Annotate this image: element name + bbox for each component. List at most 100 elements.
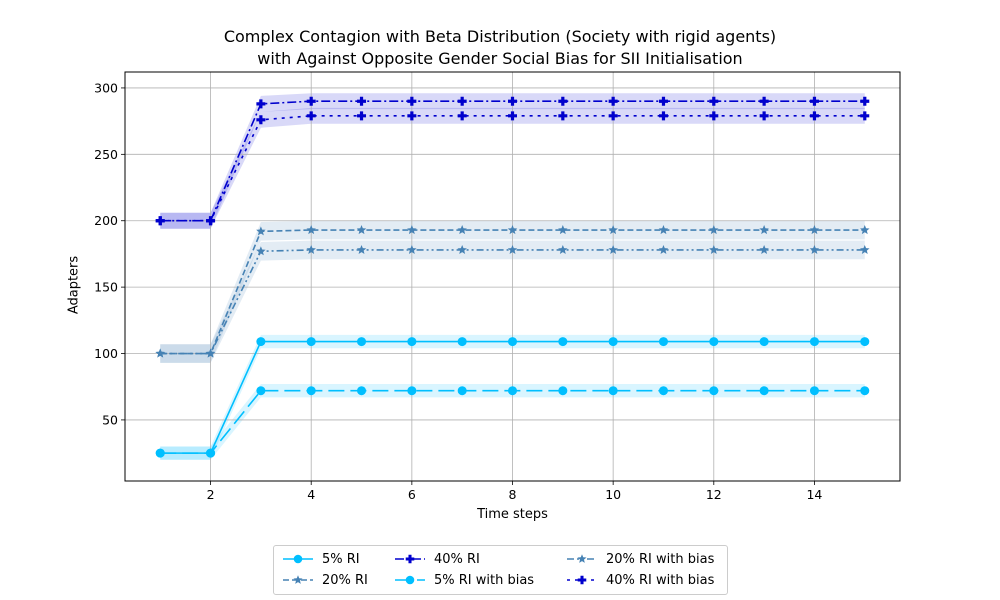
data-point bbox=[558, 96, 568, 106]
data-point bbox=[306, 96, 316, 106]
axis-ticks: 2 4 6 8 10 12 14 50 100 150 200 250 300 bbox=[94, 80, 822, 502]
x-tick-label: 12 bbox=[706, 487, 722, 502]
y-tick-label: 50 bbox=[102, 412, 118, 427]
data-point bbox=[809, 337, 819, 347]
legend-item-20-ri-with-bias: 20% RI with bias bbox=[566, 550, 714, 568]
data-point bbox=[457, 244, 467, 254]
data-point bbox=[206, 216, 216, 226]
data-point bbox=[405, 575, 415, 585]
legend-label: 40% RI bbox=[434, 551, 480, 567]
data-point bbox=[658, 225, 669, 235]
legend-swatch bbox=[395, 554, 425, 564]
data-point bbox=[558, 111, 568, 121]
x-tick-label: 2 bbox=[207, 487, 215, 502]
data-point bbox=[558, 244, 568, 254]
y-tick-label: 200 bbox=[94, 213, 118, 228]
confidence-band bbox=[160, 240, 865, 363]
data-point bbox=[759, 96, 769, 106]
data-point bbox=[508, 111, 517, 121]
data-point bbox=[256, 246, 266, 256]
data-point bbox=[306, 244, 316, 254]
legend-label: 40% RI with bias bbox=[606, 572, 715, 588]
data-point bbox=[658, 386, 668, 396]
legend-swatch bbox=[567, 554, 597, 563]
x-tick-label: 8 bbox=[509, 487, 517, 502]
y-tick-label: 100 bbox=[94, 346, 118, 361]
data-point bbox=[508, 337, 517, 347]
data-point bbox=[709, 96, 719, 106]
data-point bbox=[306, 337, 316, 347]
confidence-band bbox=[160, 107, 865, 229]
data-point bbox=[306, 386, 316, 396]
data-point bbox=[407, 244, 417, 254]
legend-swatch bbox=[567, 575, 597, 585]
data-point bbox=[809, 386, 819, 396]
data-point bbox=[809, 244, 820, 254]
data-point bbox=[407, 225, 417, 235]
data-point bbox=[608, 337, 618, 347]
data-point bbox=[709, 225, 719, 235]
y-tick-label: 150 bbox=[94, 280, 118, 295]
data-point bbox=[759, 244, 769, 254]
data-point bbox=[356, 244, 367, 254]
data-point bbox=[407, 386, 417, 396]
data-point bbox=[608, 111, 618, 121]
data-point bbox=[357, 337, 367, 347]
x-tick-label: 4 bbox=[307, 487, 315, 502]
data-point bbox=[759, 111, 769, 121]
legend-item-5-ri-with-bias: 5% RI with bias bbox=[394, 571, 534, 589]
data-point bbox=[608, 386, 618, 396]
data-point bbox=[457, 386, 467, 396]
x-tick-label: 10 bbox=[605, 487, 621, 502]
data-point bbox=[709, 386, 719, 396]
data-point bbox=[206, 448, 216, 458]
legend-label: 5% RI with bias bbox=[434, 572, 535, 588]
data-point bbox=[256, 115, 266, 125]
data-point bbox=[709, 244, 719, 254]
legend-item-40-ri-with-bias: 40% RI with bias bbox=[566, 571, 714, 589]
data-point bbox=[256, 99, 266, 109]
data-point bbox=[508, 386, 517, 396]
data-point bbox=[608, 225, 618, 235]
data-point bbox=[860, 111, 870, 121]
data-point bbox=[860, 96, 870, 106]
data-point bbox=[357, 111, 367, 121]
data-point bbox=[709, 337, 719, 347]
data-point bbox=[155, 216, 165, 226]
data-point bbox=[759, 337, 769, 347]
data-point bbox=[809, 96, 819, 106]
data-point bbox=[155, 448, 165, 458]
data-point bbox=[457, 337, 467, 347]
data-point bbox=[256, 337, 266, 347]
legend-item-20-ri: 20% RI bbox=[282, 571, 368, 589]
data-point bbox=[357, 96, 367, 106]
confidence-band bbox=[160, 220, 865, 363]
data-point bbox=[407, 111, 417, 121]
data-point bbox=[860, 225, 870, 235]
data-point bbox=[558, 337, 568, 347]
data-point bbox=[407, 337, 417, 347]
data-point bbox=[306, 111, 316, 121]
chart-title-line-1: Complex Contagion with Beta Distribution… bbox=[223, 27, 777, 46]
chart-title-line-2: with Against Opposite Gender Social Bias… bbox=[257, 49, 743, 68]
x-axis-label: Time steps bbox=[477, 507, 548, 522]
data-point bbox=[457, 225, 467, 235]
data-point bbox=[205, 348, 216, 358]
data-point bbox=[759, 386, 769, 396]
data-point bbox=[577, 554, 587, 563]
data-point bbox=[155, 348, 165, 358]
data-point bbox=[558, 386, 568, 396]
data-point bbox=[608, 244, 618, 254]
confidence-band bbox=[160, 334, 865, 460]
x-tick-label: 6 bbox=[408, 487, 416, 502]
legend-label: 5% RI bbox=[322, 551, 360, 567]
legend-label: 20% RI with bias bbox=[606, 551, 715, 567]
data-point bbox=[658, 244, 669, 254]
series-line bbox=[160, 115, 865, 222]
data-point bbox=[709, 111, 719, 121]
x-tick-label: 14 bbox=[806, 487, 822, 502]
legend-swatch bbox=[395, 575, 425, 585]
data-point bbox=[407, 96, 417, 106]
confidence-band bbox=[160, 93, 865, 229]
